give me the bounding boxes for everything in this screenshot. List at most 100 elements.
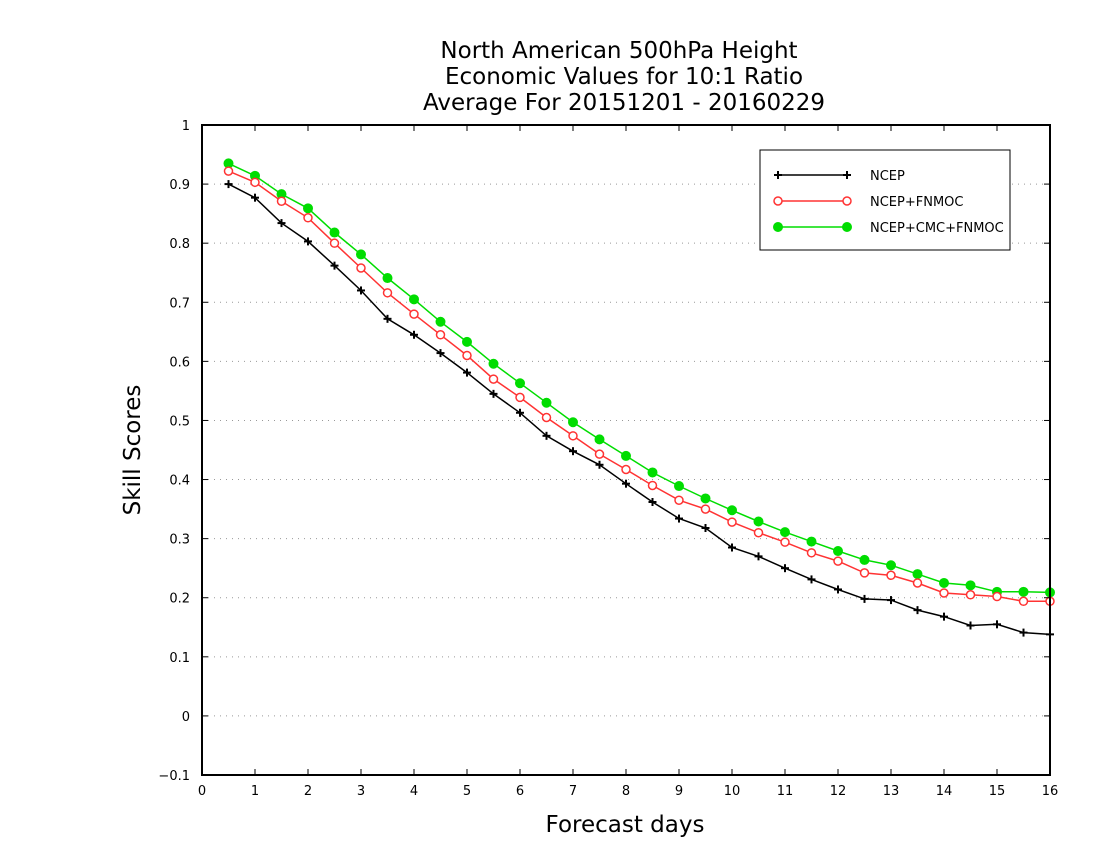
y-tick-label: −0.1 bbox=[158, 769, 190, 784]
y-axis-title: Skill Scores bbox=[120, 385, 146, 516]
data-point-ncep bbox=[330, 261, 339, 270]
data-point-ncep-fnmoc bbox=[965, 590, 976, 600]
x-tick-label: 5 bbox=[463, 784, 471, 799]
x-tick-label: 3 bbox=[357, 784, 365, 799]
data-point-ncep-cmc-fnmoc bbox=[594, 434, 605, 445]
y-tick-label: 0.3 bbox=[169, 533, 190, 548]
legend-marker-ncep bbox=[843, 171, 851, 179]
data-point-ncep-cmc-fnmoc bbox=[647, 467, 658, 478]
y-tick-label: 0.8 bbox=[169, 237, 190, 252]
data-point-ncep-cmc-fnmoc bbox=[965, 580, 976, 591]
y-tick-label: 0.5 bbox=[169, 414, 190, 429]
data-point-ncep-cmc-fnmoc bbox=[753, 516, 764, 527]
title-line-3: Average For 20151201 - 20160229 bbox=[423, 90, 825, 116]
data-point-ncep bbox=[728, 543, 736, 552]
data-point-ncep-cmc-fnmoc bbox=[488, 358, 499, 369]
x-tick-label: 16 bbox=[1042, 784, 1059, 799]
x-tick-label: 4 bbox=[410, 784, 418, 799]
legend-marker-ncep-cmc-fnmoc bbox=[773, 222, 783, 232]
data-point-ncep bbox=[489, 389, 498, 398]
y-tick-label: 0.2 bbox=[169, 592, 190, 607]
data-point-ncep-fnmoc bbox=[329, 238, 340, 248]
data-point-ncep bbox=[807, 575, 816, 584]
data-point-ncep-fnmoc bbox=[780, 537, 790, 547]
data-point-ncep-cmc-fnmoc bbox=[886, 560, 896, 571]
grid bbox=[202, 183, 1050, 717]
data-point-ncep-cmc-fnmoc bbox=[780, 527, 790, 538]
data-point-ncep-cmc-fnmoc bbox=[727, 505, 737, 516]
data-point-ncep-fnmoc bbox=[409, 309, 419, 319]
data-point-ncep-fnmoc bbox=[621, 464, 631, 475]
data-point-ncep-fnmoc bbox=[488, 374, 499, 384]
data-point-ncep-fnmoc bbox=[833, 556, 843, 566]
y-tick-label: 1 bbox=[182, 119, 190, 134]
data-point-ncep-fnmoc bbox=[859, 568, 870, 578]
data-point-ncep-cmc-fnmoc bbox=[833, 546, 843, 557]
data-point-ncep bbox=[383, 314, 392, 323]
data-point-ncep-cmc-fnmoc bbox=[674, 481, 684, 492]
data-point-ncep bbox=[542, 431, 551, 440]
series-line-ncep bbox=[228, 183, 1051, 636]
legend: NCEP NCEP+FNMOC NCEP+CMC+FNMOC bbox=[759, 149, 1011, 251]
data-point-ncep-cmc-fnmoc bbox=[462, 336, 472, 347]
data-point-ncep bbox=[860, 594, 869, 603]
data-point-ncep-cmc-fnmoc bbox=[621, 450, 631, 461]
x-tick-label: 1 bbox=[251, 784, 259, 799]
tick-layer: −0.100.10.20.30.40.50.60.70.80.910 1 2 3 4 5 6… bbox=[158, 119, 1058, 799]
data-point-ncep bbox=[357, 286, 365, 295]
data-point-ncep-fnmoc bbox=[727, 517, 737, 527]
data-point-ncep-fnmoc bbox=[303, 213, 313, 223]
data-point-ncep bbox=[277, 219, 286, 228]
data-point-ncep bbox=[781, 564, 789, 573]
x-axis-title: Forecast days bbox=[546, 812, 705, 838]
data-point-ncep-fnmoc bbox=[250, 177, 260, 188]
data-point-ncep bbox=[887, 596, 895, 605]
data-point-ncep-fnmoc bbox=[674, 495, 684, 505]
legend-box bbox=[759, 149, 1011, 251]
data-point-ncep-cmc-fnmoc bbox=[329, 227, 340, 238]
y-tick-label: 0.1 bbox=[169, 651, 190, 666]
data-point-ncep-fnmoc bbox=[1018, 596, 1029, 607]
x-tick-label: 0 bbox=[198, 784, 206, 799]
data-point-ncep-fnmoc bbox=[912, 578, 923, 588]
data-point-ncep-cmc-fnmoc bbox=[303, 203, 313, 214]
data-point-ncep-cmc-fnmoc bbox=[382, 273, 393, 284]
data-point-ncep-cmc-fnmoc bbox=[859, 554, 870, 565]
data-point-ncep-cmc-fnmoc bbox=[515, 378, 525, 389]
data-point-ncep bbox=[516, 408, 524, 417]
title-line-1: North American 500hPa Height bbox=[440, 38, 797, 64]
data-point-ncep-fnmoc bbox=[700, 504, 711, 514]
data-point-ncep bbox=[569, 447, 577, 456]
data-point-ncep bbox=[993, 620, 1001, 629]
data-point-ncep-fnmoc bbox=[541, 412, 552, 423]
data-point-ncep bbox=[595, 460, 604, 469]
data-point-ncep bbox=[648, 498, 657, 506]
x-tick-label: 13 bbox=[883, 784, 900, 799]
chart-title: North American 500hPa Height Economic Va… bbox=[423, 38, 825, 116]
data-point-ncep bbox=[754, 552, 763, 561]
data-point-ncep-fnmoc bbox=[594, 449, 605, 459]
data-point-ncep bbox=[436, 349, 445, 358]
data-point-ncep bbox=[304, 237, 312, 246]
data-point-ncep-fnmoc bbox=[382, 288, 393, 298]
legend-marker-ncep-fnmoc bbox=[773, 196, 783, 206]
x-tick-label: 12 bbox=[830, 784, 847, 799]
data-point-ncep bbox=[463, 368, 471, 377]
data-point-ncep bbox=[675, 514, 683, 523]
legend-label-ncep-fnmoc: NCEP+FNMOC bbox=[870, 195, 963, 210]
data-point-ncep bbox=[966, 621, 975, 630]
data-point-ncep-cmc-fnmoc bbox=[806, 536, 817, 547]
data-point-ncep bbox=[622, 479, 630, 488]
data-point-ncep-cmc-fnmoc bbox=[356, 249, 366, 260]
data-point-ncep-cmc-fnmoc bbox=[700, 493, 711, 504]
data-point-ncep-fnmoc bbox=[647, 480, 658, 491]
data-point-ncep-fnmoc bbox=[435, 330, 446, 340]
x-tick-label: 14 bbox=[936, 784, 953, 799]
y-tick-label: 0.6 bbox=[169, 355, 190, 370]
legend-marker-ncep-fnmoc bbox=[842, 196, 852, 206]
data-point-ncep-fnmoc bbox=[992, 591, 1002, 602]
x-tick-label: 9 bbox=[675, 784, 683, 799]
data-point-ncep-fnmoc bbox=[356, 263, 366, 273]
data-point-ncep-fnmoc bbox=[276, 196, 287, 206]
